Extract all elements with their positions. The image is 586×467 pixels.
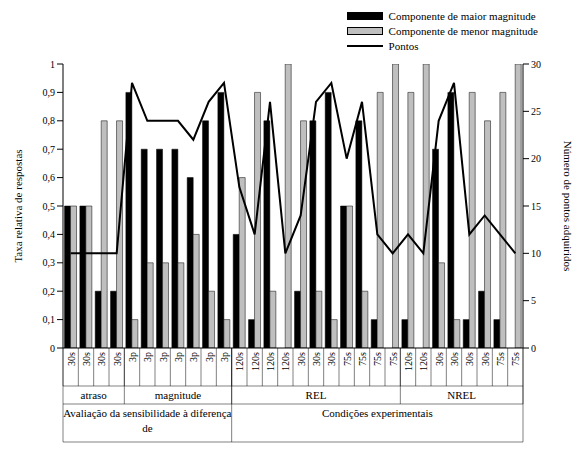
svg-text:0,2: 0,2 — [43, 286, 56, 297]
svg-text:3p: 3p — [219, 352, 230, 362]
svg-text:30s: 30s — [480, 352, 491, 366]
svg-text:120s: 120s — [403, 352, 414, 371]
html-text:Componente de menor magnitude: Componente de menor magnitude — [388, 24, 538, 37]
svg-text:30s: 30s — [96, 352, 107, 366]
html-text:magnitude: magnitude — [154, 389, 202, 401]
svg-text:1: 1 — [50, 59, 55, 70]
svg-text:Número de pontos adquiridos: Número de pontos adquiridos — [562, 141, 574, 271]
svg-text:0,9: 0,9 — [43, 87, 56, 98]
svg-text:75s: 75s — [495, 352, 506, 366]
svg-text:10: 10 — [531, 248, 541, 259]
svg-text:0,1: 0,1 — [43, 314, 56, 325]
svg-text:30s: 30s — [464, 352, 475, 366]
svg-text:75s: 75s — [388, 352, 399, 366]
svg-text:0: 0 — [50, 343, 55, 354]
svg-text:120s: 120s — [250, 352, 261, 371]
svg-text:0,7: 0,7 — [43, 144, 56, 155]
html-text:NREL: NREL — [447, 389, 476, 401]
svg-text:0: 0 — [531, 343, 536, 354]
svg-text:120s: 120s — [234, 352, 245, 371]
svg-text:0,6: 0,6 — [43, 172, 56, 183]
svg-text:3p: 3p — [188, 352, 199, 362]
svg-text:3p: 3p — [173, 352, 184, 362]
svg-text:120s: 120s — [280, 352, 291, 371]
svg-text:5: 5 — [531, 295, 536, 306]
svg-text:30s: 30s — [326, 352, 337, 366]
svg-text:75s: 75s — [342, 352, 353, 366]
html-text:Pontos: Pontos — [388, 39, 419, 52]
svg-text:20: 20 — [531, 153, 541, 164]
svg-text:120s: 120s — [265, 352, 276, 371]
svg-text:30s: 30s — [449, 352, 460, 366]
svg-text:3p: 3p — [127, 352, 138, 362]
svg-text:75s: 75s — [372, 352, 383, 366]
svg-text:3p: 3p — [204, 352, 215, 362]
svg-text:3p: 3p — [142, 352, 153, 362]
svg-text:30: 30 — [531, 59, 541, 70]
svg-text:75s: 75s — [357, 352, 368, 366]
svg-text:75s: 75s — [510, 352, 521, 366]
svg-text:30s: 30s — [434, 352, 445, 366]
svg-text:0,8: 0,8 — [43, 115, 56, 126]
svg-text:25: 25 — [531, 106, 541, 117]
html-text:Condições experimentais: Condições experimentais — [321, 407, 433, 419]
svg-text:30s: 30s — [311, 352, 322, 366]
html-text:Componente de maior magnitude: Componente de maior magnitude — [388, 9, 536, 22]
html-text:REL: REL — [305, 389, 327, 401]
svg-text:30s: 30s — [66, 352, 77, 366]
svg-text:0,5: 0,5 — [43, 201, 56, 212]
svg-text:15: 15 — [531, 201, 541, 212]
svg-text:30s: 30s — [296, 352, 307, 366]
html-text:atraso: atraso — [80, 389, 107, 401]
svg-text:120s: 120s — [418, 352, 429, 371]
svg-text:3p: 3p — [158, 352, 169, 362]
svg-text:30s: 30s — [81, 352, 92, 366]
svg-text:0,3: 0,3 — [43, 257, 56, 268]
svg-text:Taxa relativa de respostas: Taxa relativa de respostas — [12, 149, 24, 262]
html-text:Avaliação da sensibilidade à d: Avaliação da sensibilidade à diferença d… — [63, 407, 232, 434]
svg-text:0,4: 0,4 — [43, 229, 56, 240]
svg-text:30s: 30s — [112, 352, 123, 366]
